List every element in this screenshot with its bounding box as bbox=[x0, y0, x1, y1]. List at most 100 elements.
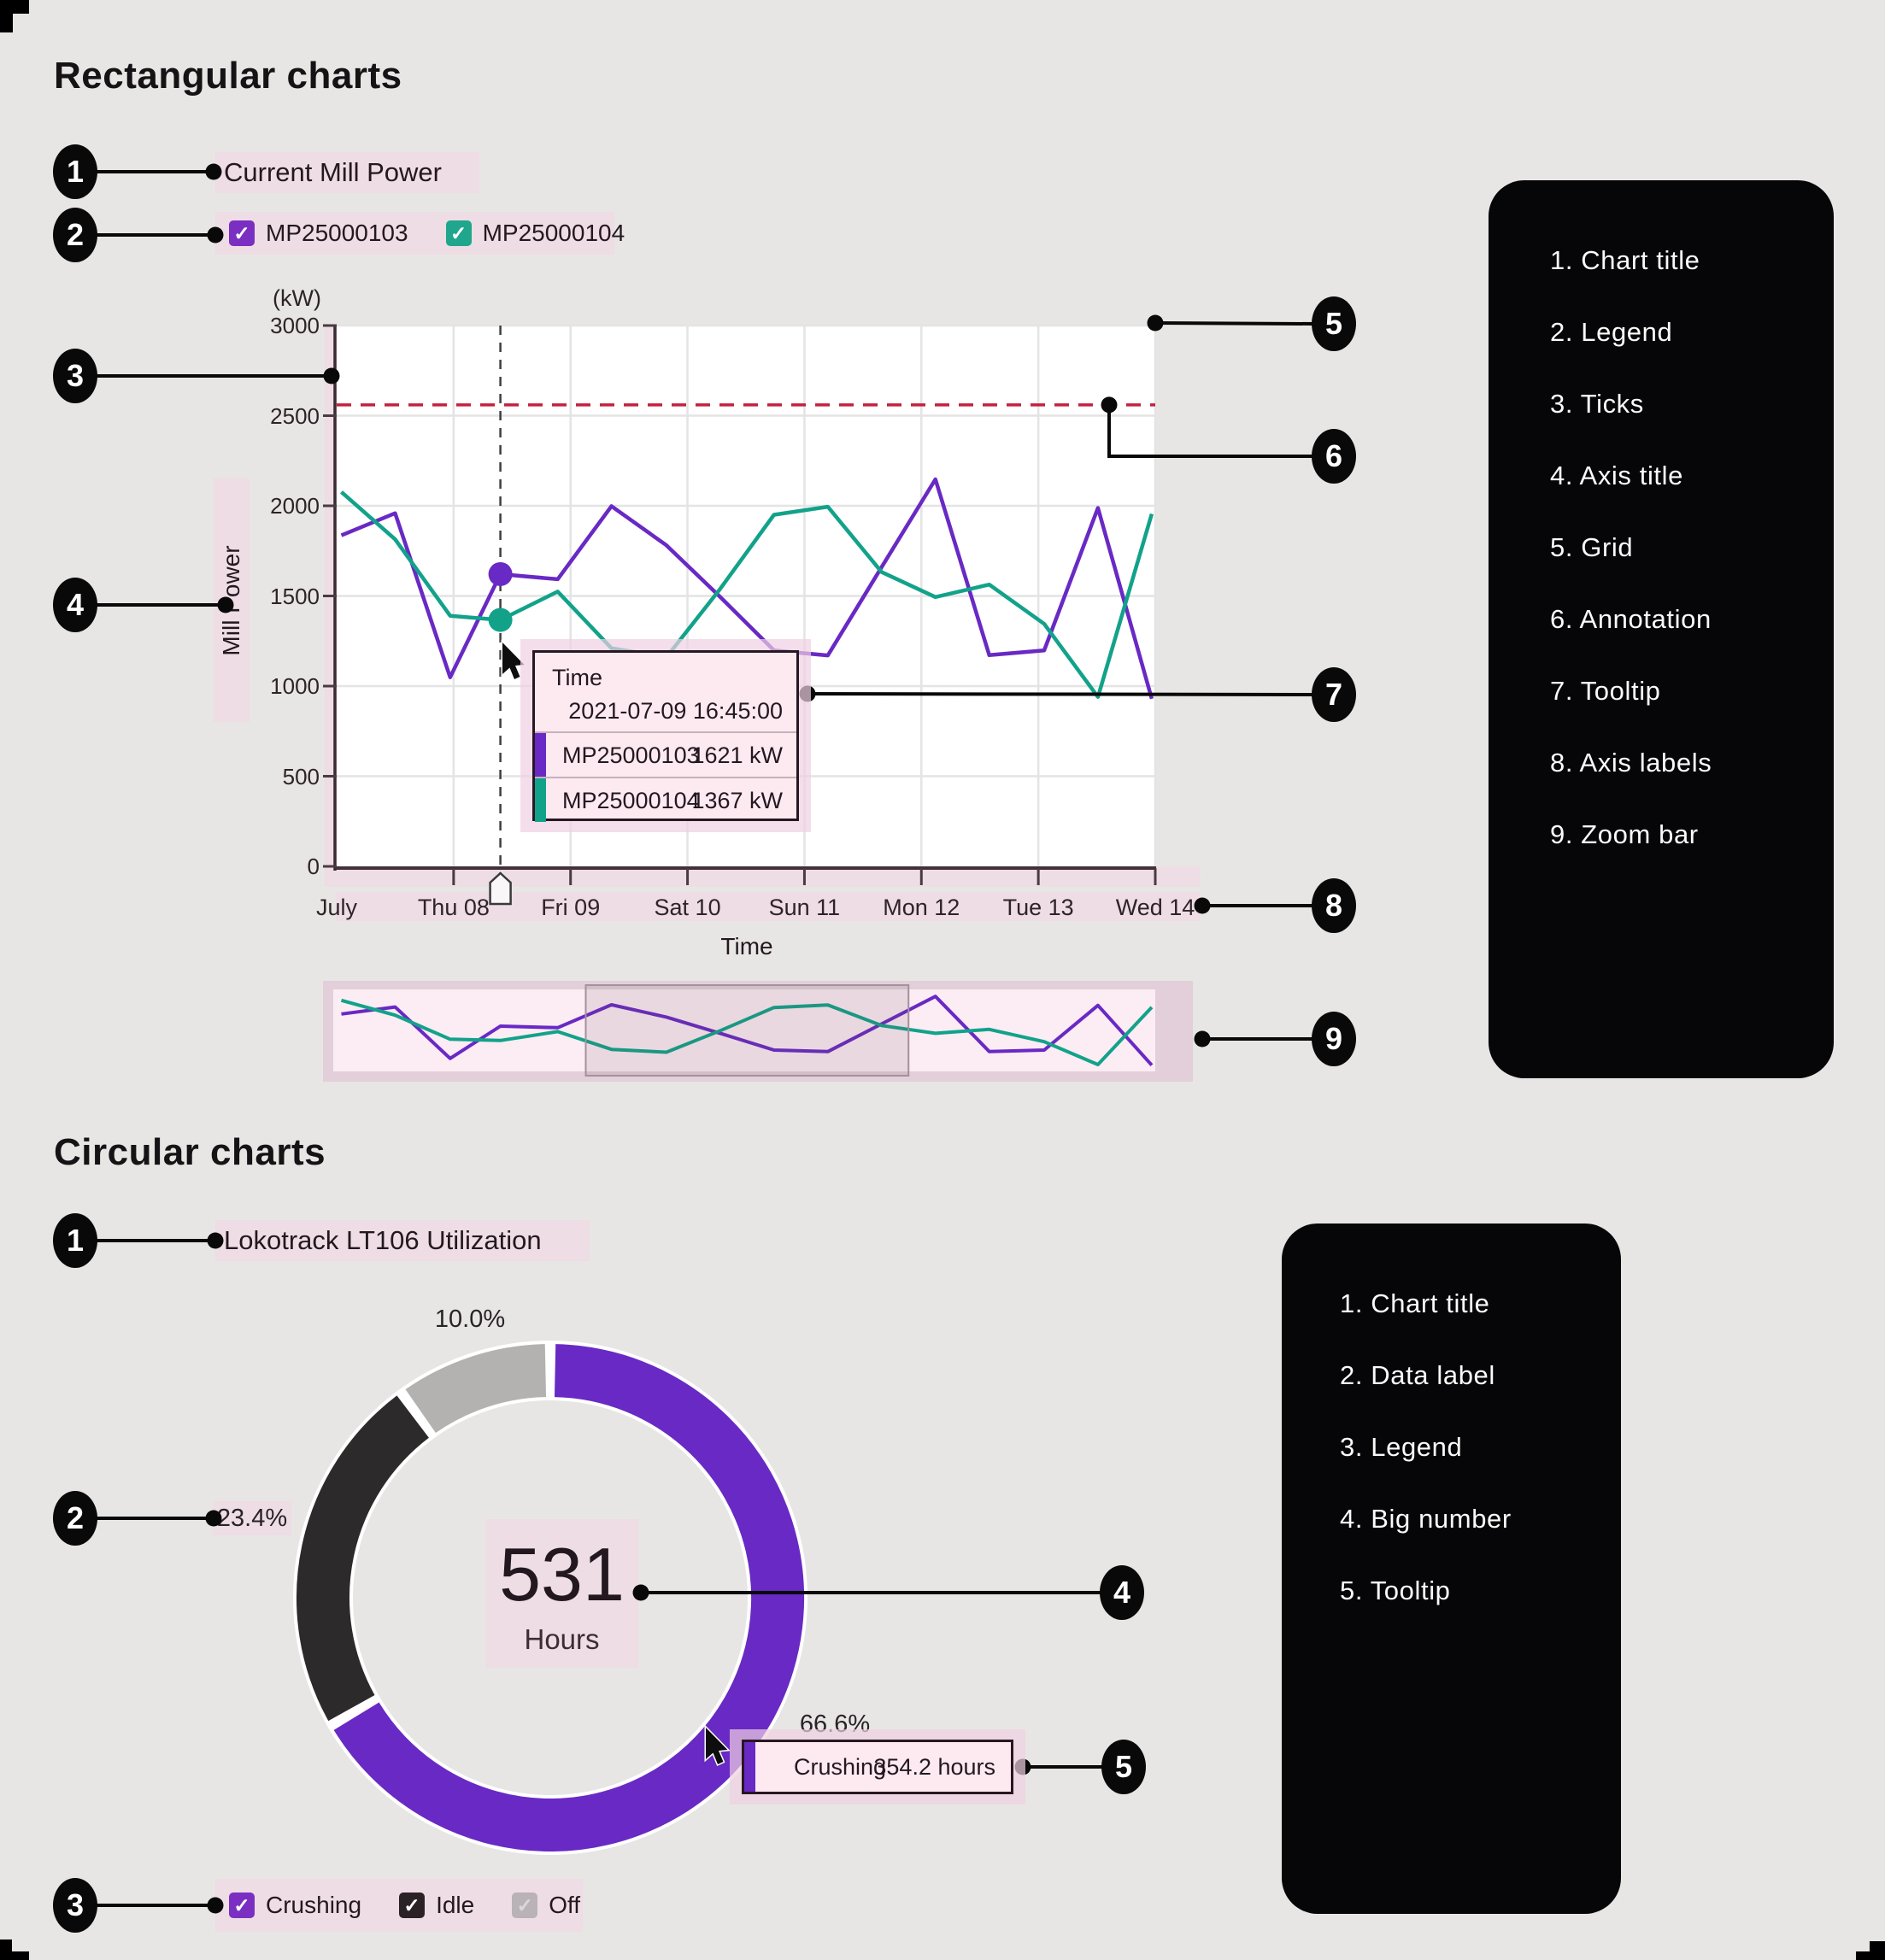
corner-mark-top-left-2 bbox=[0, 14, 13, 32]
legend-item-label: MP25000104 bbox=[482, 220, 625, 246]
section-heading-circular: Circular charts bbox=[54, 1131, 326, 1173]
checkbox-idle[interactable]: ✓ bbox=[399, 1893, 426, 1918]
x-tick-label: Wed 14 bbox=[1115, 895, 1195, 920]
callout-number-9: 9 bbox=[1312, 1012, 1356, 1066]
tooltip-row-color bbox=[535, 778, 546, 822]
callout-number-1: 1 bbox=[53, 1213, 97, 1268]
donut-slice-crushing[interactable] bbox=[333, 1344, 805, 1852]
callout-line bbox=[1154, 321, 1313, 326]
callout-dot bbox=[1194, 1030, 1211, 1047]
x-tick-band bbox=[336, 866, 1200, 887]
x-tick-label: Mon 12 bbox=[883, 895, 960, 920]
y-axis-unit-label: (kW) bbox=[273, 285, 321, 311]
legend-panel-rectangular: 1. Chart title 2. Legend 3. Ticks 4. Axis t… bbox=[1489, 180, 1834, 1078]
x-tick-label: Thu 08 bbox=[417, 895, 490, 920]
callout-number-6: 6 bbox=[1312, 429, 1356, 484]
y-tick-label: 2500 bbox=[270, 402, 320, 429]
tooltip-row-value: 1621 kW bbox=[691, 742, 783, 768]
checkbox-mp25000103[interactable]: ✓ bbox=[229, 220, 255, 246]
legend-item-donut-crushing[interactable]: ✓ Crushing bbox=[229, 1892, 361, 1919]
x-label-band bbox=[336, 892, 1200, 921]
corner-mark-bottom-left-2 bbox=[12, 1951, 29, 1960]
data-label-off: 10.0% bbox=[434, 1306, 506, 1333]
y-tick-label: 0 bbox=[307, 854, 320, 879]
callout-number-2: 2 bbox=[53, 208, 97, 262]
callout-number-2: 2 bbox=[53, 1491, 97, 1546]
callout-number-5: 5 bbox=[1312, 296, 1356, 351]
panel-item-rect-1: 1. Chart title bbox=[1550, 245, 1700, 275]
legend-item-line-mp25000104[interactable]: ✓ MP25000104 bbox=[445, 220, 625, 247]
x-tick-label: July bbox=[315, 895, 357, 920]
panel-item-circ-1: 1. Chart title bbox=[1340, 1288, 1490, 1318]
y-tick-label: 1500 bbox=[270, 583, 320, 609]
legend-item-label: MP25000103 bbox=[266, 220, 408, 246]
y-tick-label: 1000 bbox=[270, 673, 320, 699]
y-tick-band bbox=[325, 326, 337, 887]
callout-number-7: 7 bbox=[1312, 667, 1356, 722]
panel-item-rect-6: 6. Annotation bbox=[1550, 604, 1712, 634]
panel-item-rect-5: 5. Grid bbox=[1550, 532, 1634, 562]
y-tick-label: 500 bbox=[282, 763, 320, 789]
panel-item-rect-2: 2. Legend bbox=[1550, 317, 1673, 347]
donut-tooltip: Crushing 354.2 hours bbox=[742, 1740, 1013, 1794]
tooltip-row: MP25000104 1367 kW bbox=[535, 777, 796, 822]
tooltip-slice-label: Crushing bbox=[794, 1754, 887, 1780]
zoombar-selection-window[interactable] bbox=[584, 984, 910, 1077]
legend-item-label: Crushing bbox=[266, 1892, 362, 1918]
tooltip-slice-value: 354.2 hours bbox=[873, 1754, 995, 1780]
corner-mark-bottom-right bbox=[1870, 1941, 1885, 1960]
panel-item-circ-3: 3. Legend bbox=[1340, 1432, 1463, 1462]
donut-slice-idle[interactable] bbox=[296, 1395, 430, 1722]
tooltip-row: MP25000103 1621 kW bbox=[535, 731, 796, 777]
callout-number-5: 5 bbox=[1101, 1740, 1146, 1794]
tooltip-series-color bbox=[744, 1742, 755, 1792]
panel-item-rect-8: 8. Axis labels bbox=[1550, 748, 1712, 778]
checkbox-off[interactable]: ✓ bbox=[512, 1893, 538, 1918]
panel-item-rect-9: 9. Zoom bar bbox=[1550, 819, 1699, 849]
x-axis-title: Time bbox=[720, 933, 773, 959]
corner-mark-bottom-left bbox=[0, 1939, 12, 1960]
y-tick-label: 2000 bbox=[270, 493, 320, 519]
line-chart-tooltip: Time 2021-07-09 16:45:00 MP25000103 1621 … bbox=[532, 650, 799, 822]
legend-item-label: Off bbox=[549, 1892, 581, 1918]
x-tick-label: Tue 13 bbox=[1002, 895, 1074, 920]
tooltip-header: Time bbox=[552, 665, 602, 690]
legend-item-label: Idle bbox=[436, 1892, 475, 1918]
panel-item-circ-4: 4. Big number bbox=[1340, 1504, 1512, 1534]
line-chart-legend: ✓ MP25000103 ✓ MP25000104 bbox=[215, 212, 625, 255]
checkbox-mp25000104[interactable]: ✓ bbox=[445, 220, 472, 246]
legend-item-donut-off[interactable]: ✓ Off bbox=[512, 1892, 580, 1919]
legend-item-line-mp25000103[interactable]: ✓ MP25000103 bbox=[229, 220, 408, 247]
panel-item-rect-3: 3. Ticks bbox=[1550, 389, 1644, 419]
x-tick-label: Sat 10 bbox=[654, 895, 721, 920]
donut-chart-title: Lokotrack LT106 Utilization bbox=[215, 1220, 590, 1261]
line-chart-title: Current Mill Power bbox=[215, 152, 479, 193]
data-label-idle: 23.4% bbox=[213, 1501, 291, 1535]
callout-number-8: 8 bbox=[1312, 878, 1356, 933]
crosshair-handle[interactable] bbox=[489, 871, 512, 906]
corner-mark-bottom-right-2 bbox=[1856, 1951, 1870, 1960]
legend-panel-circular: 1. Chart title 2. Data label 3. Legend 4. B… bbox=[1282, 1224, 1621, 1914]
x-tick-label: Sun 11 bbox=[768, 895, 841, 920]
callout-number-4: 4 bbox=[53, 578, 97, 632]
tooltip-row-color bbox=[535, 733, 546, 777]
y-tick-label: 3000 bbox=[270, 313, 320, 338]
panel-item-rect-4: 4. Axis title bbox=[1550, 461, 1683, 490]
donut-slice-off[interactable] bbox=[405, 1344, 547, 1434]
panel-item-circ-2: 2. Data label bbox=[1340, 1360, 1495, 1390]
callout-number-3: 3 bbox=[53, 1878, 97, 1933]
donut-legend: ✓ Crushing ✓ Idle ✓ Off bbox=[215, 1879, 583, 1932]
panel-item-circ-5: 5. Tooltip bbox=[1340, 1576, 1451, 1605]
tooltip-row-label: MP25000104 bbox=[562, 788, 700, 813]
panel-item-rect-7: 7. Tooltip bbox=[1550, 676, 1661, 706]
checkbox-crushing[interactable]: ✓ bbox=[229, 1893, 255, 1918]
legend-item-donut-idle[interactable]: ✓ Idle bbox=[399, 1892, 474, 1919]
tooltip-datetime: 2021-07-09 16:45:00 bbox=[568, 698, 783, 724]
x-tick-label: Fri 09 bbox=[541, 895, 601, 920]
callout-number-4: 4 bbox=[1100, 1565, 1144, 1620]
callout-number-1: 1 bbox=[53, 144, 97, 199]
big-number-box: 531 Hours bbox=[485, 1519, 638, 1668]
tooltip-row-label: MP25000103 bbox=[562, 742, 700, 768]
section-heading-rectangular: Rectangular charts bbox=[54, 55, 402, 97]
